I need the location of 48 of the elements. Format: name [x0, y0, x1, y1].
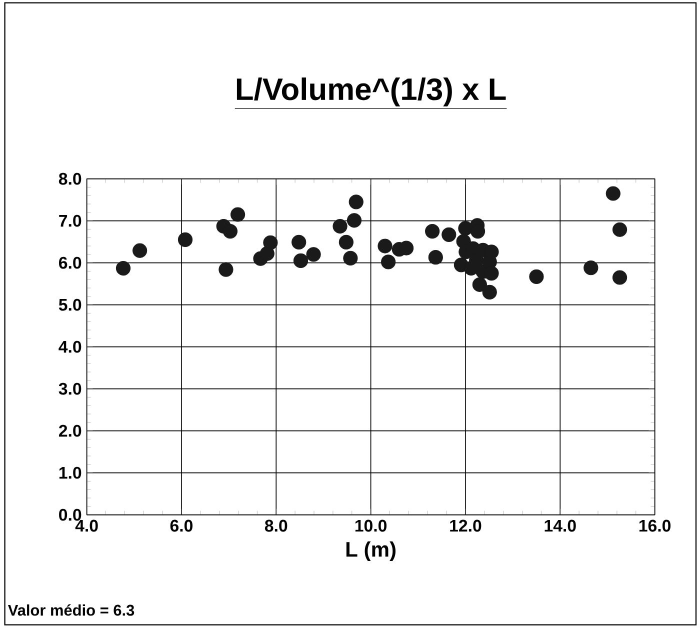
x-tick-label: 10.0 [355, 520, 387, 532]
x-tick-label: 8.0 [264, 520, 288, 532]
y-tick-label: 8.0 [58, 172, 82, 185]
x-tick-label: 4.0 [75, 520, 98, 532]
x-tick-label: 14.0 [544, 520, 576, 532]
point [584, 260, 598, 276]
point [222, 224, 238, 239]
point [338, 235, 354, 250]
x-axis-title: L (m) [346, 541, 396, 562]
y-tick-label: 4.0 [58, 340, 82, 353]
point [293, 253, 308, 268]
point [458, 221, 473, 236]
point [482, 284, 497, 300]
y-tick-label: 2.0 [58, 424, 82, 437]
point [606, 186, 620, 201]
chart-title: L/Volume^(1/3) x L [236, 78, 506, 106]
point [612, 270, 628, 285]
point [472, 277, 487, 292]
point [484, 266, 499, 281]
point [332, 219, 348, 234]
point [218, 262, 234, 277]
y-tick-label: 7.0 [59, 214, 82, 227]
point [428, 250, 443, 265]
point [306, 247, 321, 262]
y-tick-label: 1.0 [59, 466, 82, 479]
point [378, 238, 392, 254]
point [529, 269, 544, 284]
x-tick-label: 6.0 [170, 520, 192, 532]
point [346, 213, 362, 228]
point [343, 250, 358, 266]
point [612, 222, 628, 238]
point [178, 232, 193, 248]
point [442, 227, 456, 242]
x-tick-label: 12.0 [450, 520, 482, 532]
point [116, 261, 131, 276]
x-tick-label: 16.0 [639, 520, 671, 532]
y-tick-label: 6.0 [59, 256, 82, 269]
y-tick-label: 0.0 [59, 508, 82, 521]
point [292, 235, 306, 250]
point [348, 194, 364, 210]
point [132, 243, 148, 258]
point [381, 254, 396, 270]
point [425, 224, 440, 239]
y-tick-label: 5.0 [58, 298, 82, 311]
point [263, 235, 278, 250]
text: Valor médio = 6.3 [8, 604, 134, 616]
point [230, 207, 246, 222]
y-tick-label: 3.0 [58, 382, 82, 395]
